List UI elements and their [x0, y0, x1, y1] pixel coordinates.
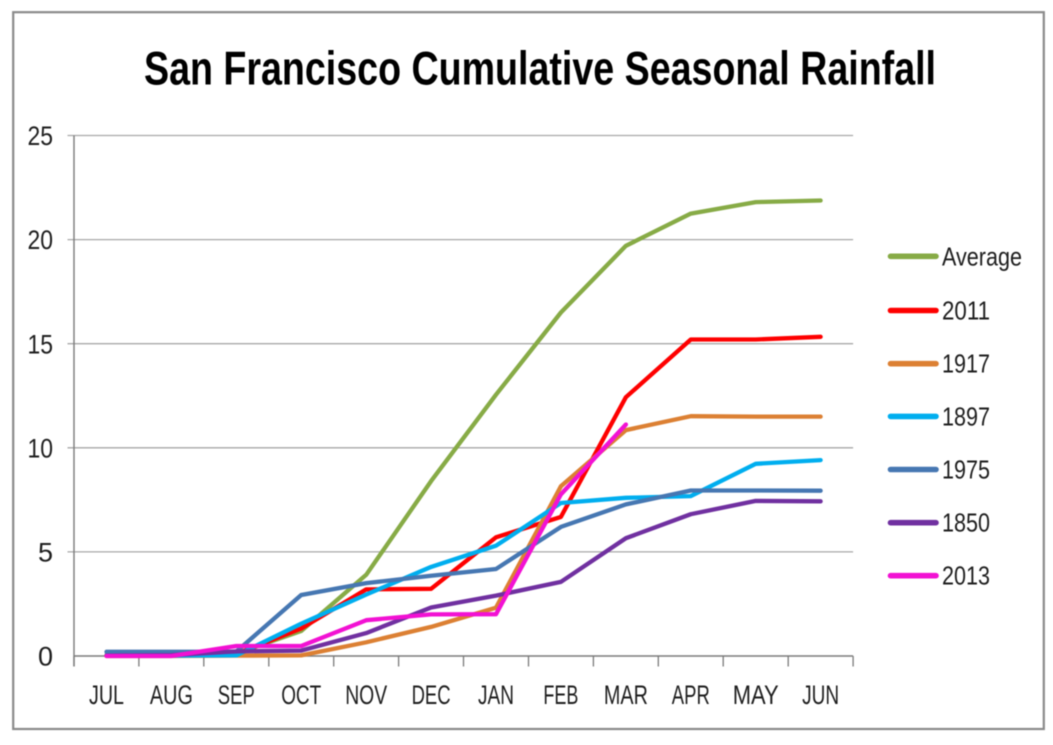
- svg-text:0: 0: [38, 642, 53, 672]
- svg-text:JUL: JUL: [89, 680, 124, 710]
- svg-text:JAN: JAN: [478, 680, 514, 710]
- svg-text:2013: 2013: [942, 561, 990, 591]
- svg-text:MAY: MAY: [733, 680, 779, 710]
- svg-text:20: 20: [28, 225, 54, 255]
- svg-text:OCT: OCT: [281, 680, 321, 710]
- svg-text:1897: 1897: [942, 401, 990, 431]
- svg-text:NOV: NOV: [345, 680, 387, 710]
- svg-text:1917: 1917: [942, 349, 990, 379]
- svg-text:APR: APR: [672, 680, 710, 710]
- svg-text:2011: 2011: [942, 296, 990, 326]
- svg-text:San Francisco Cumulative Seaso: San Francisco Cumulative Seasonal Rainfa…: [144, 42, 936, 95]
- svg-text:MAR: MAR: [604, 680, 648, 710]
- svg-text:25: 25: [28, 121, 54, 151]
- svg-text:JUN: JUN: [802, 680, 839, 710]
- svg-text:DEC: DEC: [412, 680, 451, 710]
- svg-text:AUG: AUG: [150, 680, 193, 710]
- svg-text:SEP: SEP: [218, 680, 255, 710]
- svg-text:10: 10: [28, 433, 54, 463]
- svg-text:Average: Average: [942, 241, 1022, 271]
- svg-text:1975: 1975: [942, 455, 990, 485]
- svg-text:1850: 1850: [942, 508, 990, 538]
- svg-text:15: 15: [28, 329, 54, 359]
- svg-text:FEB: FEB: [543, 680, 578, 710]
- svg-text:5: 5: [38, 538, 53, 568]
